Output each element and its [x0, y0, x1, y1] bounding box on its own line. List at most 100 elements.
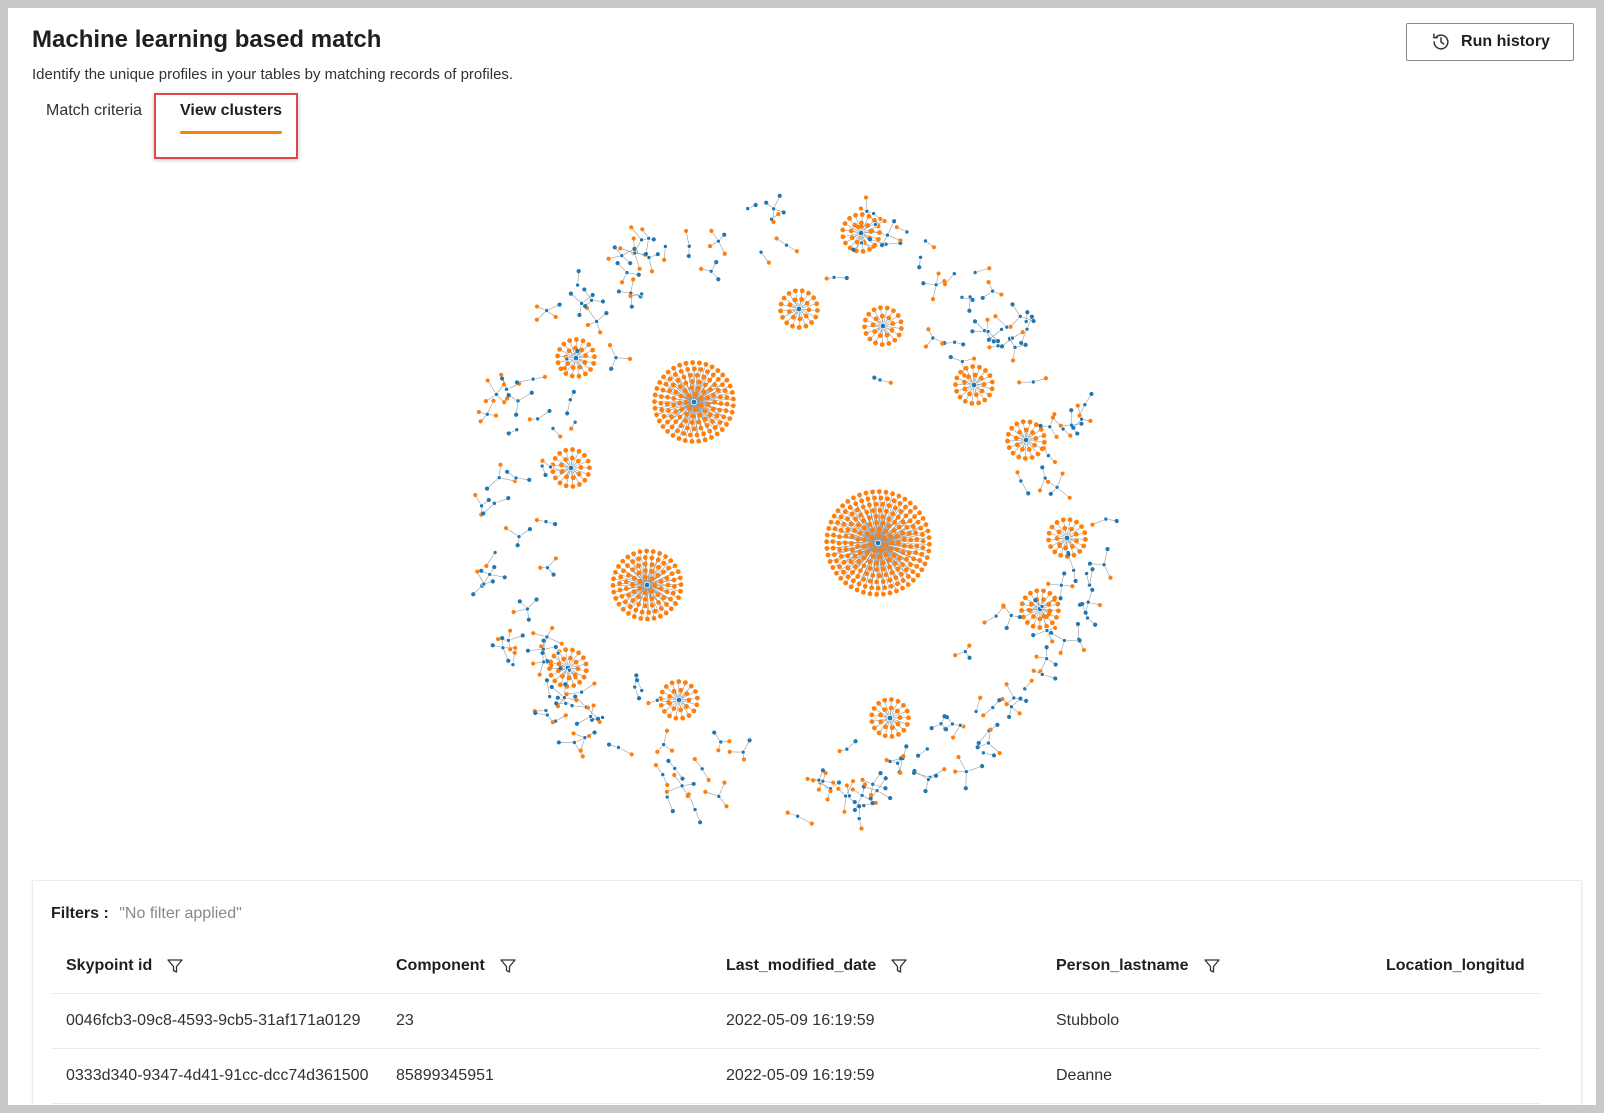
cluster-member [583, 661, 589, 667]
cluster-member [619, 280, 625, 285]
cluster-center [1017, 313, 1023, 319]
cluster-member [981, 382, 987, 387]
cluster-member [649, 576, 655, 582]
cluster-edge [978, 730, 990, 744]
cluster-center [579, 689, 585, 695]
cluster-member [1015, 470, 1020, 475]
cluster-member [568, 655, 573, 661]
cluster-member [642, 561, 648, 567]
cluster-member [902, 543, 907, 549]
cluster-member [975, 745, 980, 750]
cluster-member [537, 672, 542, 677]
cluster-member [886, 503, 892, 509]
funnel-filter-icon[interactable] [166, 957, 184, 975]
column-header-component[interactable]: Component [396, 939, 517, 993]
cluster-member [636, 556, 642, 562]
cluster-member [514, 412, 519, 417]
cluster-member [871, 706, 877, 711]
cluster-member [543, 472, 548, 478]
cluster-member [851, 247, 856, 252]
cluster-member [858, 512, 864, 518]
cluster-member [983, 368, 988, 373]
cluster-member [877, 507, 883, 513]
cluster-member [504, 396, 510, 401]
cluster-member [900, 530, 906, 536]
cluster-center [857, 229, 865, 237]
cluster-member [722, 780, 727, 785]
cluster-member [871, 244, 876, 249]
cluster-network-graph[interactable] [448, 168, 1128, 834]
cluster-center [660, 772, 666, 778]
filters-bar: Filters : "No filter applied" [51, 905, 242, 923]
table-row[interactable]: 0046fcb3-09c8-4593-9cb5-31af171a0129 23 … [51, 994, 1541, 1049]
cluster-center [1079, 416, 1085, 422]
cluster-member [863, 317, 868, 323]
cluster-member [970, 329, 975, 334]
cluster-member [628, 293, 633, 299]
cluster-member [891, 553, 897, 558]
cluster-member [890, 491, 895, 497]
cluster-member [534, 304, 540, 309]
cluster-center [615, 744, 621, 750]
cluster-member [979, 388, 985, 394]
cluster-member [683, 360, 689, 366]
cluster-edge [1103, 548, 1108, 565]
cluster-edge [551, 686, 565, 698]
funnel-filter-icon[interactable] [499, 957, 517, 975]
cluster-member [665, 369, 671, 375]
cluster-member [671, 706, 677, 712]
cluster-member [696, 379, 702, 385]
cluster-member [976, 740, 981, 746]
cluster-member [642, 603, 648, 609]
cluster-edge [693, 369, 702, 403]
tab-match-criteria[interactable]: Match criteria [46, 102, 143, 119]
cluster-member [515, 543, 520, 548]
tab-view-clusters[interactable]: View clusters [180, 98, 282, 138]
cluster-member [861, 525, 867, 531]
cluster-member [854, 507, 860, 513]
cluster-member [1026, 447, 1032, 452]
cluster-member [563, 371, 569, 376]
cluster-member [655, 564, 661, 570]
cluster-member [610, 582, 616, 588]
cluster-member [880, 579, 886, 585]
cluster-member [1048, 491, 1053, 496]
cluster-member [806, 307, 812, 313]
column-header-skypoint-id[interactable]: Skypoint id [66, 939, 184, 993]
cluster-center [816, 777, 822, 783]
cluster-member [1081, 647, 1087, 653]
cluster-member [652, 405, 658, 411]
cluster-member [570, 365, 576, 370]
cluster-member [861, 576, 867, 582]
cluster-member [691, 781, 696, 787]
cluster-member [999, 292, 1004, 297]
cluster-member [1063, 545, 1069, 551]
cluster-member [582, 477, 588, 483]
cluster-member [650, 549, 656, 554]
cluster-member [787, 302, 793, 308]
run-history-button[interactable]: Run history [1406, 23, 1574, 61]
cluster-member [870, 489, 876, 495]
cluster-member [552, 475, 558, 481]
column-header-person-lastname[interactable]: Person_lastname [1056, 939, 1221, 993]
cluster-member [707, 244, 713, 249]
cluster-member [836, 540, 842, 546]
cluster-member [698, 395, 704, 401]
funnel-filter-icon[interactable] [1203, 957, 1221, 975]
cluster-member [870, 801, 875, 806]
cluster-center [564, 356, 570, 362]
cluster-member [577, 312, 582, 318]
cluster-center [646, 255, 652, 261]
cluster-edge [646, 556, 666, 586]
column-header-last-modified-date[interactable]: Last_modified_date [726, 939, 908, 993]
funnel-filter-icon[interactable] [890, 957, 908, 975]
cluster-member [872, 375, 877, 380]
cluster-member [884, 305, 890, 311]
cluster-member [950, 735, 956, 740]
cluster-member [860, 777, 865, 782]
cluster-center [918, 254, 924, 260]
column-header-location-longitude[interactable]: Location_longitud [1386, 957, 1525, 974]
cluster-member [635, 678, 640, 683]
table-row[interactable]: 0333d340-9347-4d41-91cc-dcc74d361500 858… [51, 1049, 1541, 1104]
cluster-member [1033, 436, 1039, 441]
